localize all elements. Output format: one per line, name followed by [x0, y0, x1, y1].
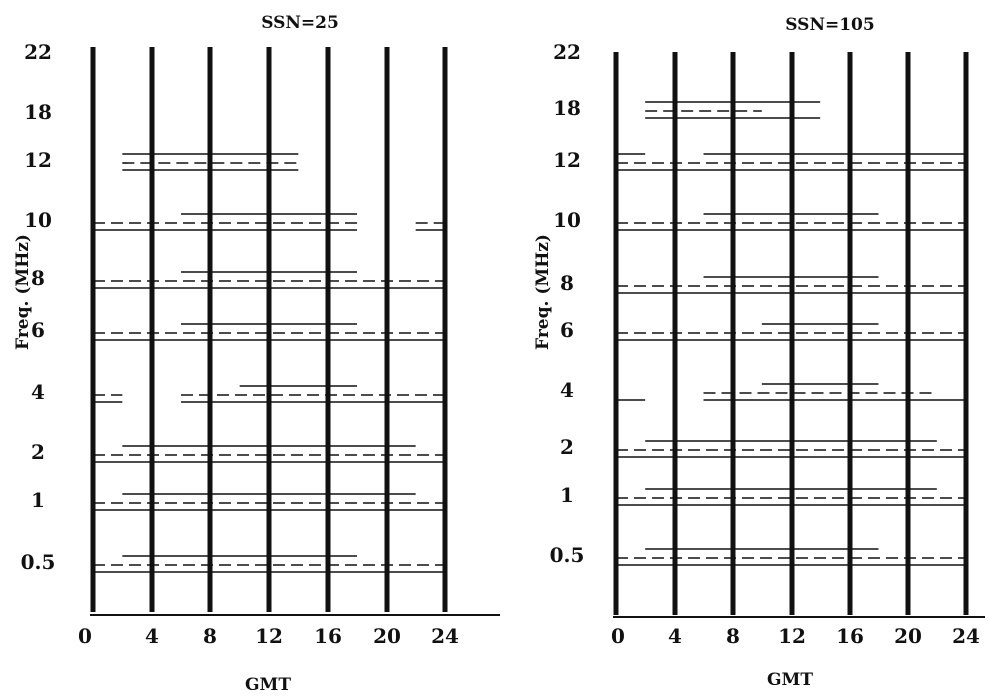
y-tick-label: 18 — [24, 100, 52, 124]
y-tick-label: 1 — [560, 483, 574, 507]
chart-title: SSN=105 — [785, 15, 874, 35]
y-tick-label: 0.5 — [21, 550, 56, 574]
y-axis-label: Freq. (MHz) — [13, 234, 33, 350]
y-tick-label: 10 — [24, 208, 52, 232]
x-tick-label: 0 — [611, 624, 625, 648]
x-tick-label: 24 — [431, 624, 459, 648]
y-tick-label: 10 — [553, 208, 581, 232]
x-tick-label: 4 — [668, 624, 682, 648]
x-tick-label: 20 — [894, 624, 922, 648]
y-axis-label: Freq. (MHz) — [533, 234, 553, 350]
x-tick-label: 8 — [203, 624, 217, 648]
y-tick-label: 8 — [560, 271, 574, 295]
x-axis-label: GMT — [767, 670, 813, 690]
x-axis-label: GMT — [245, 675, 291, 695]
chart-panel-ssn-105: SSN=105 Freq. (MHz) GMT 0.51246810121822… — [533, 15, 985, 690]
x-tick-labels: 0 4 8 12 16 20 24 — [611, 624, 980, 648]
y-tick-label: 22 — [553, 40, 581, 64]
y-tick-label: 6 — [31, 318, 45, 342]
chart-title: SSN=25 — [261, 13, 339, 33]
y-tick-label: 1 — [31, 488, 45, 512]
chart-panel-ssn-25: SSN=25 Freq. (MHz) GMT 0.51246810121822 … — [13, 13, 500, 695]
y-tick-label: 2 — [560, 435, 574, 459]
y-tick-label: 12 — [553, 148, 581, 172]
gmt-gridlines — [613, 52, 985, 618]
x-tick-label: 12 — [255, 624, 283, 648]
gmt-gridlines — [90, 47, 500, 616]
frequency-segments — [616, 101, 966, 566]
y-tick-label: 8 — [31, 266, 45, 290]
y-tick-label: 18 — [553, 96, 581, 120]
y-tick-label: 0.5 — [550, 543, 585, 567]
y-tick-label: 6 — [560, 318, 574, 342]
x-tick-label: 4 — [145, 624, 159, 648]
frequency-segments — [93, 153, 445, 573]
y-tick-label: 12 — [24, 148, 52, 172]
x-tick-label: 16 — [836, 624, 864, 648]
x-tick-label: 20 — [373, 624, 401, 648]
x-tick-label: 16 — [314, 624, 342, 648]
x-tick-label: 0 — [78, 624, 92, 648]
x-tick-label: 8 — [726, 624, 740, 648]
y-tick-label: 2 — [31, 440, 45, 464]
x-tick-label: 24 — [952, 624, 980, 648]
y-tick-label: 4 — [560, 378, 574, 402]
x-tick-label: 12 — [778, 624, 806, 648]
y-tick-label: 22 — [24, 40, 52, 64]
y-tick-label: 4 — [31, 380, 45, 404]
x-tick-labels: 0 4 8 12 16 20 24 — [78, 624, 459, 648]
